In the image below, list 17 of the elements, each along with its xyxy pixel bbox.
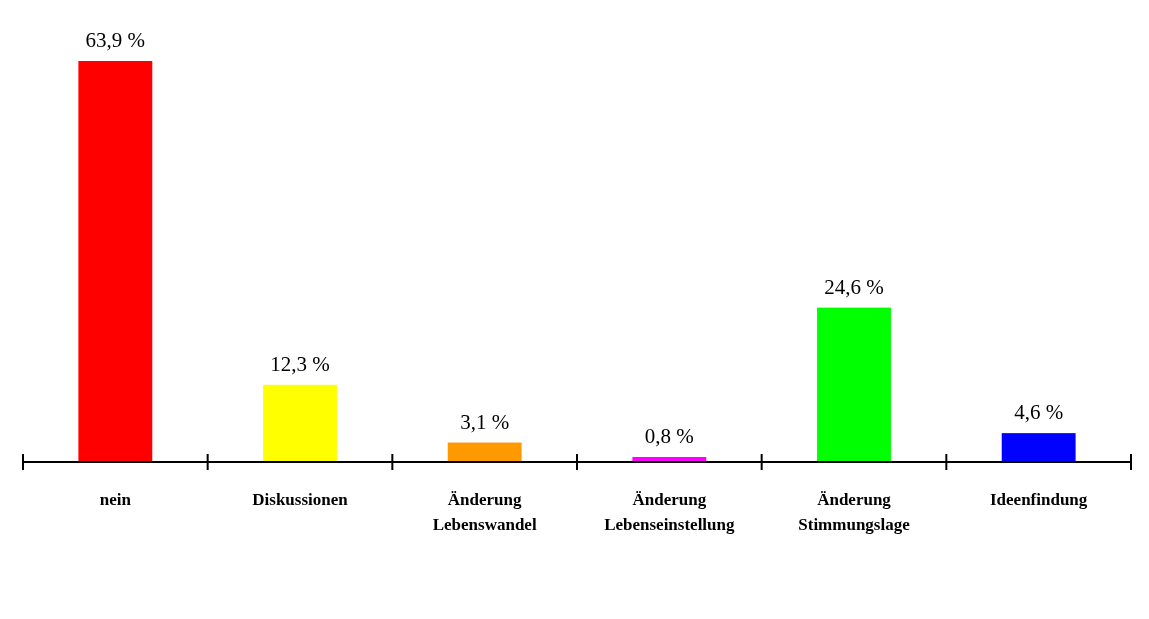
data-label: 12,3 % xyxy=(270,351,330,376)
bar xyxy=(78,61,153,462)
data-label: 3,1 % xyxy=(460,409,510,434)
data-label: 24,6 % xyxy=(824,274,884,299)
data-label: 4,6 % xyxy=(1014,400,1064,425)
x-tick-label: Änderung Lebenseinstellung xyxy=(604,490,736,534)
x-tick-label: nein xyxy=(99,490,132,509)
x-tick-label: Änderung Stimmungslage xyxy=(798,490,911,534)
data-label: 0,8 % xyxy=(644,423,694,448)
bar xyxy=(1001,433,1076,462)
bar xyxy=(447,442,522,462)
bar xyxy=(263,384,337,462)
x-tick-label: Änderung Lebenswandel xyxy=(432,490,537,534)
bar xyxy=(817,307,891,462)
x-tick-label: Ideenfindung xyxy=(990,490,1088,509)
data-label: 63,9 % xyxy=(85,28,146,52)
x-tick-label: Diskussionen xyxy=(252,490,349,509)
